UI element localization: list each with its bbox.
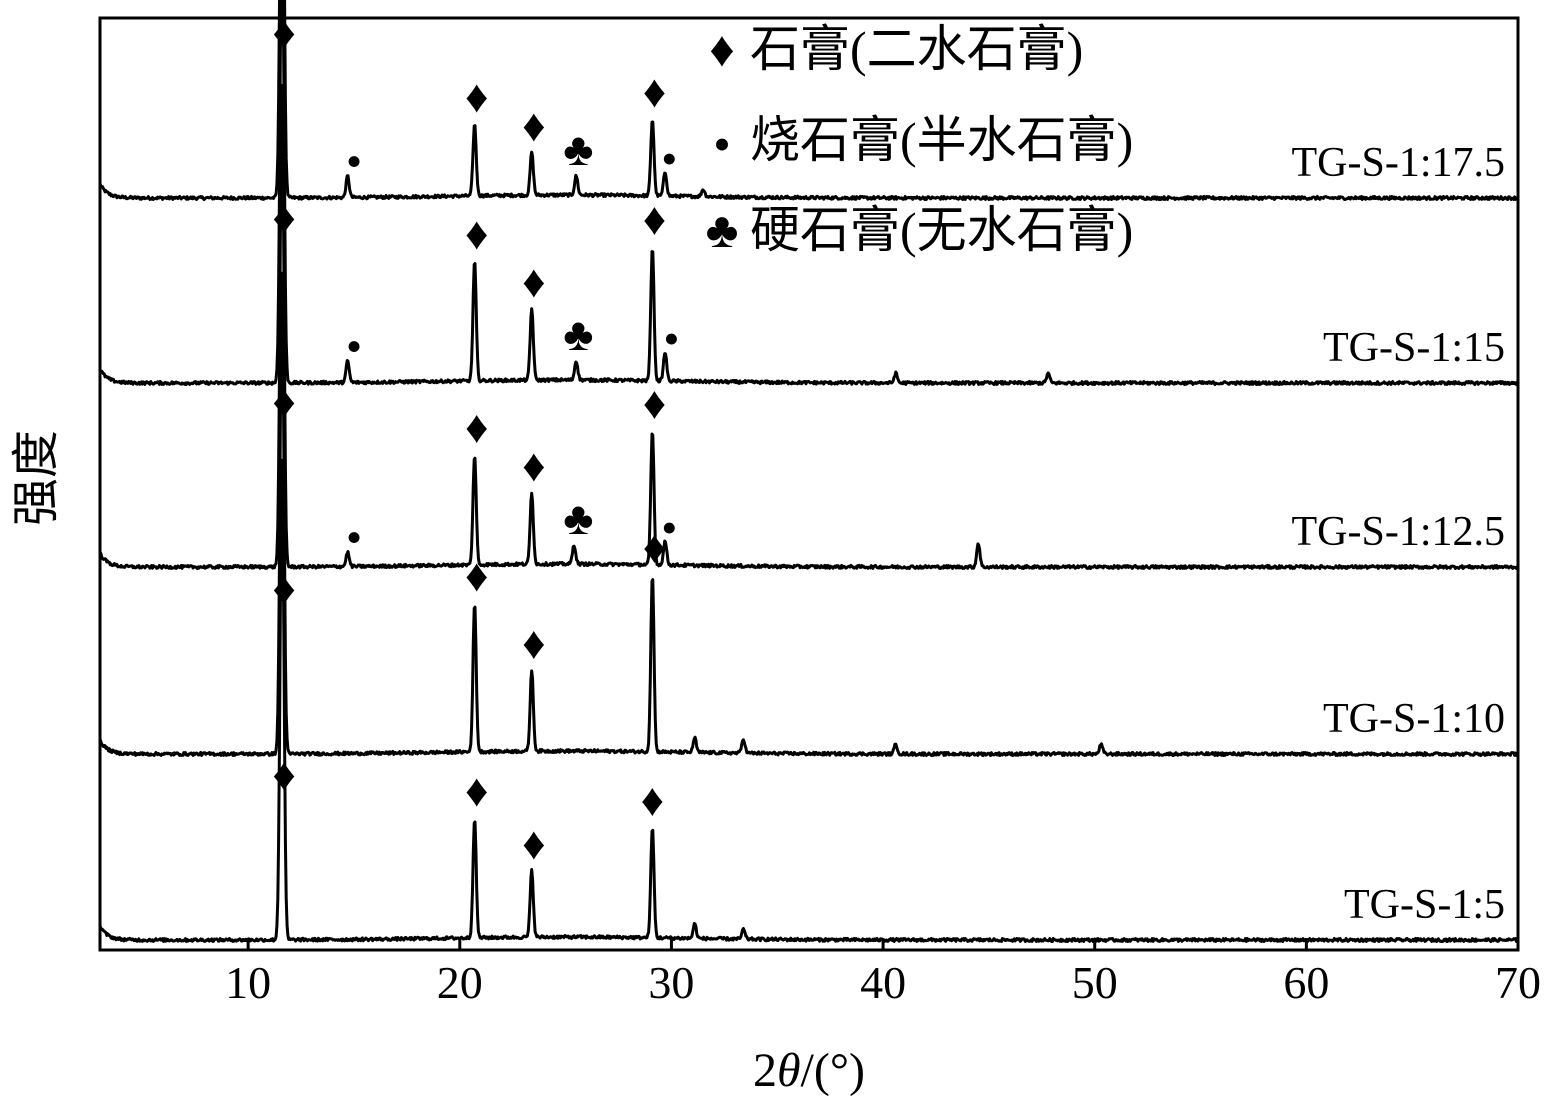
gypsum-marker: ♦ <box>272 7 295 58</box>
series-labels-layer: TG-S-1:17.5 TG-S-1:15 TG-S-1:12.5 TG-S-1:10… <box>1292 140 1506 928</box>
gypsum-marker: ♦ <box>522 100 545 151</box>
x-tick-label: 60 <box>1283 957 1329 1008</box>
series-label: TG-S-1:15 <box>1323 325 1505 371</box>
series-trace <box>98 0 1519 201</box>
anhydrite-marker: ♣ <box>563 493 593 544</box>
peak-markers-layer: ♦•♦♦ ♣♦•♦•♦♦♣♦•♦•♦♦♣♦•♦ ♦♦♦♦ ♦♦♦ <box>272 7 679 869</box>
gypsum-marker: ♦ <box>641 775 664 826</box>
x-tick-label: 10 <box>225 957 271 1008</box>
bassanite-marker: • <box>661 133 677 184</box>
series-trace <box>99 83 1520 570</box>
x-tick-label: 30 <box>648 957 694 1008</box>
legend-entry: 硬石膏(无水石膏) <box>750 202 1133 258</box>
plot-frame <box>98 16 1520 952</box>
x-tick-label: 20 <box>437 957 483 1008</box>
bassanite-marker: • <box>663 313 679 364</box>
x-ticks-layer: 10 20 30 40 50 60 70 <box>225 938 1541 1008</box>
legend-symbol: • <box>713 116 731 172</box>
gypsum-marker: ♦ <box>465 402 488 453</box>
y-axis-title: 强度 <box>10 430 63 526</box>
gypsum-marker: ♦ <box>522 617 545 668</box>
x-axis-title-suffix: /(°) <box>801 1044 866 1097</box>
gypsum-marker: ♦ <box>643 66 666 117</box>
bassanite-marker: • <box>346 320 362 371</box>
gypsum-marker: ♦ <box>643 378 666 429</box>
series-trace <box>98 458 1520 943</box>
anhydrite-marker: ♣ <box>563 309 593 360</box>
gypsum-marker: ♦ <box>643 521 666 572</box>
bassanite-marker: • <box>346 512 362 563</box>
gypsum-marker: ♦ <box>465 71 488 122</box>
series-label: TG-S-1:17.5 <box>1292 140 1506 186</box>
x-tick-label: 50 <box>1072 957 1118 1008</box>
gypsum-marker: ♦ <box>522 818 545 869</box>
series-trace <box>98 271 1519 757</box>
gypsum-marker: ♦ <box>465 550 488 601</box>
gypsum-marker: ♦ <box>465 765 488 816</box>
legend-entry: 石膏(二水石膏) <box>750 21 1083 77</box>
x-tick-label: 40 <box>860 957 906 1008</box>
series-label: TG-S-1:12.5 <box>1292 509 1506 555</box>
gypsum-marker: ♦ <box>643 194 666 245</box>
gypsum-marker: ♦ <box>522 440 545 491</box>
series-label: TG-S-1:10 <box>1323 696 1505 742</box>
gypsum-marker: ♦ <box>272 376 295 427</box>
legend-symbol: ♦ <box>709 21 735 77</box>
gypsum-marker: ♦ <box>522 256 545 307</box>
traces-layer <box>98 0 1520 943</box>
gypsum-marker: ♦ <box>272 749 295 800</box>
series-trace <box>98 0 1519 386</box>
x-axis-title-prefix: 2 <box>753 1044 777 1097</box>
x-axis-title-theta: θ <box>777 1044 801 1097</box>
gypsum-marker: ♦ <box>272 563 295 614</box>
gypsum-marker: ♦ <box>272 192 295 243</box>
legend-symbol: ♣ <box>706 202 739 258</box>
x-tick-label: 70 <box>1495 957 1541 1008</box>
bassanite-marker: • <box>346 135 362 186</box>
legend-entry: 烧石膏(半水石膏) <box>750 112 1133 168</box>
bassanite-marker: • <box>661 502 677 553</box>
anhydrite-marker: ♣ <box>563 124 593 175</box>
x-axis-title: 2θ/(°) <box>753 1044 865 1097</box>
legend: ♦ 石膏(二水石膏) • 烧石膏(半水石膏)♣ 硬石膏(无水石膏) <box>706 21 1134 258</box>
series-label: TG-S-1:5 <box>1344 882 1505 928</box>
gypsum-marker: ♦ <box>465 208 488 259</box>
